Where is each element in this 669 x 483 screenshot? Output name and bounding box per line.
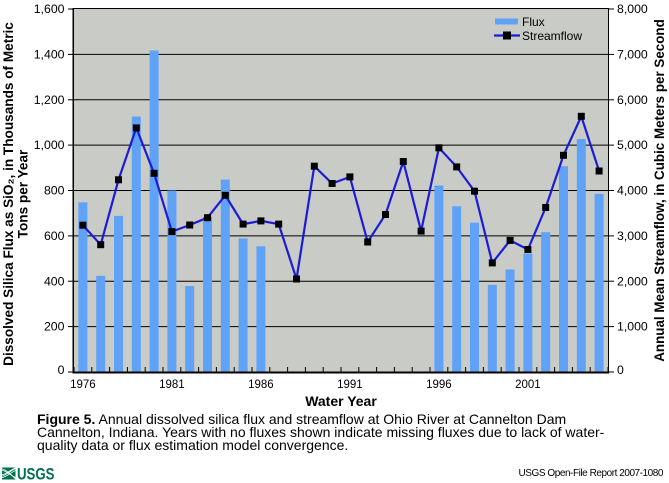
svg-text:6,000: 6,000: [617, 93, 648, 107]
svg-text:0: 0: [58, 363, 65, 377]
svg-text:USGS: USGS: [17, 465, 55, 483]
svg-text:Annual Mean Streamflow, in Cub: Annual Mean Streamflow, in Cubic Meters …: [652, 19, 667, 362]
svg-text:4,000: 4,000: [617, 184, 648, 198]
svg-text:3,000: 3,000: [617, 229, 648, 243]
svg-text:1981: 1981: [159, 379, 185, 391]
svg-text:0: 0: [617, 363, 624, 377]
svg-text:Tons per Year: Tons per Year: [15, 149, 30, 238]
svg-text:800: 800: [44, 184, 65, 198]
svg-text:Streamflow: Streamflow: [522, 29, 582, 43]
svg-text:8,000: 8,000: [617, 2, 648, 16]
svg-text:1996: 1996: [426, 379, 452, 391]
svg-text:2001: 2001: [515, 379, 541, 391]
svg-text:1,400: 1,400: [34, 48, 65, 62]
svg-text:Flux: Flux: [522, 15, 545, 29]
svg-text:1991: 1991: [337, 379, 363, 391]
svg-text:2,000: 2,000: [617, 274, 648, 288]
svg-text:7,000: 7,000: [617, 48, 648, 62]
svg-text:1,200: 1,200: [34, 93, 65, 107]
svg-text:Dissolved Silica Flux as SiO₂,: Dissolved Silica Flux as SiO₂, in Thousa…: [1, 22, 16, 366]
svg-text:600: 600: [44, 229, 65, 243]
svg-text:1976: 1976: [70, 379, 96, 391]
svg-text:400: 400: [44, 274, 65, 288]
svg-text:1,600: 1,600: [34, 2, 65, 16]
svg-text:1986: 1986: [248, 379, 274, 391]
svg-text:200: 200: [44, 320, 65, 334]
svg-text:1,000: 1,000: [617, 320, 648, 334]
svg-text:Water Year: Water Year: [305, 393, 377, 409]
svg-text:5,000: 5,000: [617, 138, 648, 152]
svg-text:1,000: 1,000: [34, 138, 65, 152]
